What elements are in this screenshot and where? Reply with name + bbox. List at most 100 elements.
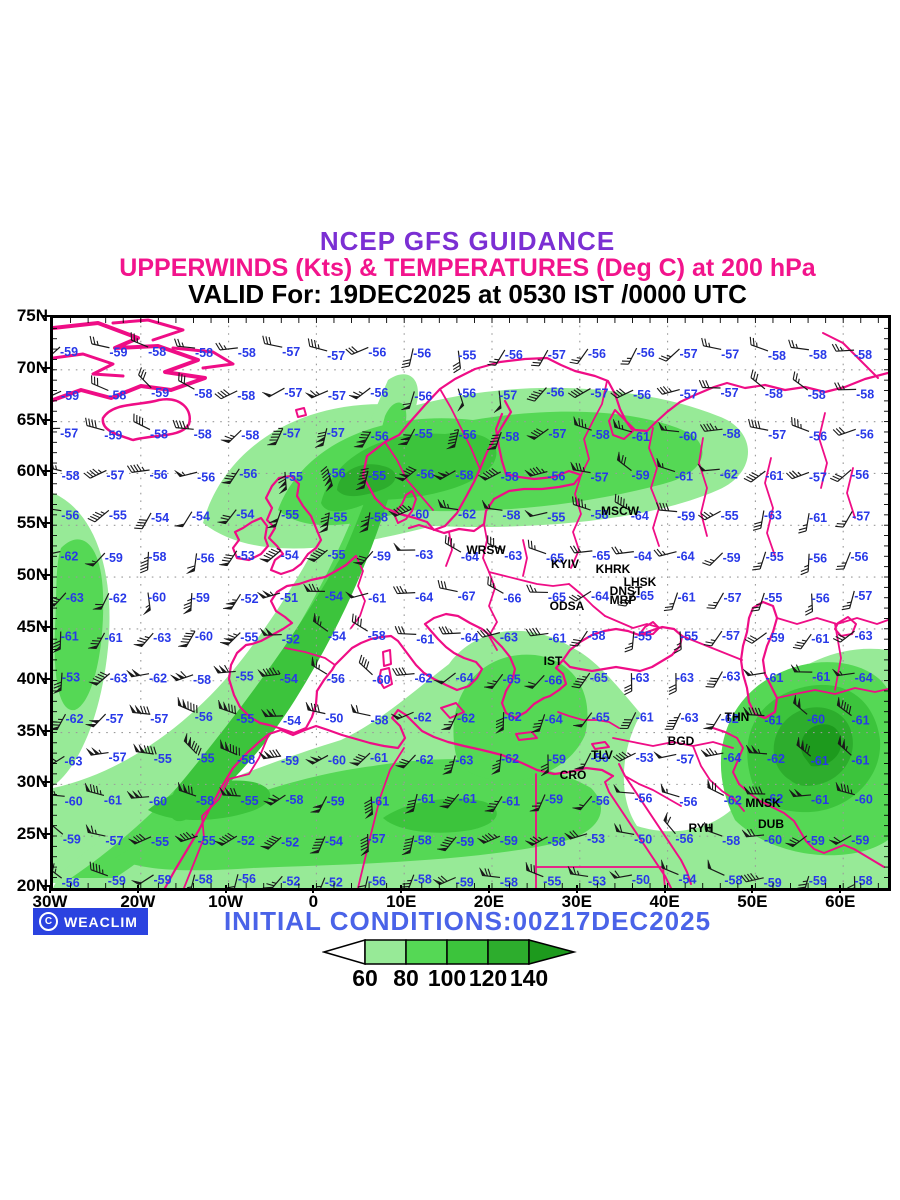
barb-feather — [440, 844, 449, 848]
wind-barb — [699, 423, 723, 432]
temp-value: -65 — [503, 672, 521, 686]
barb-feather — [449, 435, 458, 438]
temp-value: -60 — [764, 833, 782, 847]
barb-feather — [533, 391, 542, 395]
city-label: BGD — [668, 734, 695, 748]
barb-feather — [527, 539, 530, 548]
barb-pennant — [390, 713, 402, 720]
barb-half-feather — [661, 463, 664, 468]
temp-value: -58 — [414, 834, 432, 848]
wind-barb — [433, 470, 456, 481]
barb-feather — [804, 607, 813, 613]
wind-barb — [796, 736, 812, 757]
barb-pennant — [266, 709, 275, 717]
barb-feather — [233, 788, 238, 796]
temp-value: -55 — [766, 550, 784, 564]
barb-feather — [530, 864, 533, 873]
barb-feather — [748, 707, 753, 716]
barb-feather — [310, 554, 319, 559]
wind-barb — [524, 466, 548, 477]
initial-conditions-text: INITIAL CONDITIONS:00Z17DEC2025 — [223, 906, 712, 936]
temp-value: -56 — [195, 710, 213, 724]
barb-feather — [133, 836, 140, 843]
wind-barb — [750, 369, 766, 390]
barb-feather — [402, 359, 411, 362]
barb-feather — [488, 469, 496, 476]
barb-pennant — [525, 862, 531, 872]
lon-major-tick — [136, 885, 139, 893]
barb-pennant — [835, 782, 842, 792]
wind-barb — [668, 673, 677, 696]
barb-pennant — [359, 525, 369, 533]
barb-feather — [798, 527, 807, 531]
barb-feather — [185, 632, 194, 635]
barb-feather — [404, 841, 413, 844]
barb-half-feather — [579, 804, 584, 807]
barb-pennant — [841, 739, 846, 751]
barb-pennant — [616, 451, 621, 463]
barb-feather — [531, 364, 540, 367]
temp-value: -54 — [280, 672, 298, 686]
wind-barb — [267, 427, 284, 446]
wind-barb — [259, 547, 282, 563]
border-line — [648, 427, 660, 547]
barb-half-feather — [488, 504, 491, 509]
barb-pennant — [268, 517, 279, 524]
wind-barb — [740, 873, 764, 883]
wind-barb — [437, 836, 457, 852]
barb-feather — [791, 837, 800, 843]
barb-pennant — [751, 745, 759, 754]
barb-feather — [444, 764, 453, 767]
barb-feather — [743, 874, 750, 882]
wind-barb — [830, 469, 852, 483]
barb-pennant — [319, 526, 328, 533]
temp-value: -56 — [633, 388, 651, 402]
barb-half-feather — [493, 834, 498, 838]
temp-value: -56 — [197, 551, 215, 565]
barb-feather — [576, 387, 584, 394]
barb-pennant — [360, 847, 369, 856]
border-line — [439, 388, 481, 470]
temp-value: -64 — [461, 631, 479, 645]
wind-barb — [214, 832, 238, 847]
barb-pennant — [138, 744, 146, 754]
barb-pennant — [439, 804, 451, 809]
temp-value: -59 — [809, 874, 827, 888]
barb-feather — [495, 724, 504, 729]
barb-feather — [752, 337, 755, 346]
temp-value: -57 — [722, 629, 740, 643]
barb-feather — [532, 836, 540, 842]
barb-feather — [185, 831, 193, 839]
barb-half-feather — [797, 471, 802, 476]
barb-pennant — [218, 665, 228, 673]
temp-value: -57 — [284, 386, 302, 400]
wind-barb — [792, 633, 812, 650]
barb-feather — [401, 626, 406, 635]
barb-feather — [484, 834, 492, 841]
wind-barb — [128, 833, 152, 845]
lon-major-tick — [488, 885, 490, 893]
temp-value: -58 — [809, 348, 827, 362]
wind-barb — [611, 546, 634, 555]
barb-feather — [573, 683, 582, 686]
barb-half-feather — [187, 886, 192, 889]
wind-barb — [267, 509, 282, 529]
barb-feather — [143, 745, 148, 754]
temp-value: -57 — [768, 428, 786, 442]
barb-feather — [624, 645, 633, 650]
barb-pennant — [525, 840, 536, 846]
barb-pennant — [837, 735, 842, 747]
temp-value: -59 — [764, 876, 782, 888]
barb-feather — [530, 393, 539, 397]
temp-value: -62 — [501, 752, 519, 766]
barb-feather — [489, 803, 498, 806]
temp-value: -58 — [195, 346, 213, 360]
wind-barb — [309, 836, 326, 854]
barb-feather — [490, 440, 499, 443]
wind-barb — [700, 747, 724, 757]
barb-feather — [360, 839, 369, 845]
wind-barb — [394, 625, 417, 635]
barb-pennant — [174, 523, 185, 528]
temp-value: -55 — [109, 508, 127, 522]
legend-segment — [446, 939, 489, 965]
